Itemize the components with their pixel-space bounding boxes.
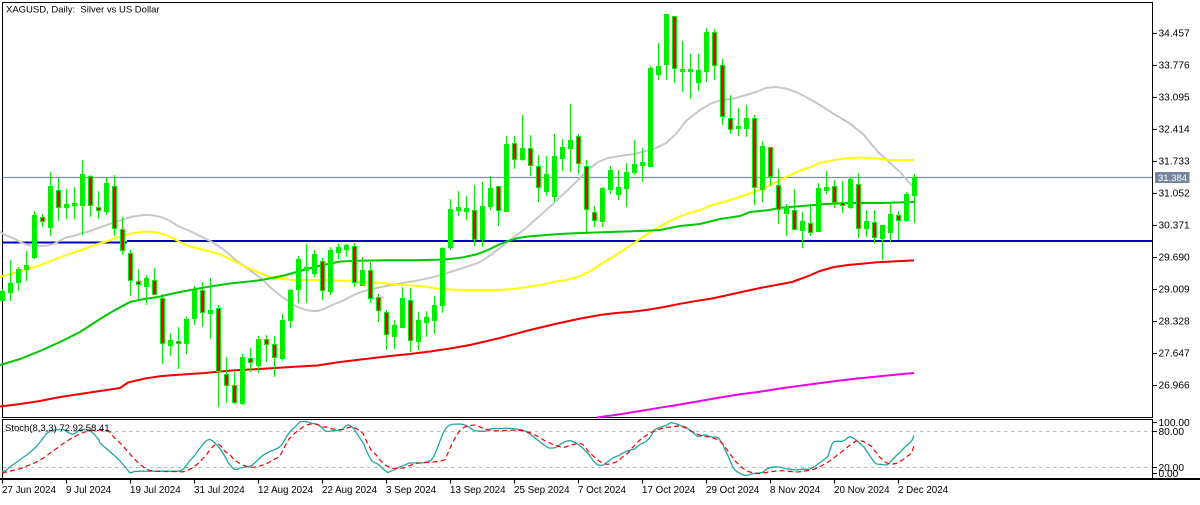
svg-text:7 Oct 2024: 7 Oct 2024: [578, 485, 626, 496]
svg-text:29 Oct 2024: 29 Oct 2024: [706, 485, 760, 496]
svg-text:31 Jul 2024: 31 Jul 2024: [194, 485, 245, 496]
svg-text:2 Dec 2024: 2 Dec 2024: [898, 485, 949, 496]
svg-text:31.384: 31.384: [1158, 173, 1187, 184]
svg-text:Stoch(8,3,3) 72.92 58.41: Stoch(8,3,3) 72.92 58.41: [5, 423, 110, 434]
svg-text:28.328: 28.328: [1159, 317, 1190, 328]
svg-text:26.966: 26.966: [1159, 381, 1190, 392]
svg-text:80.00: 80.00: [1159, 427, 1185, 438]
svg-text:27.647: 27.647: [1159, 349, 1190, 360]
svg-text:33.095: 33.095: [1159, 93, 1190, 104]
svg-text:17 Oct 2024: 17 Oct 2024: [642, 485, 696, 496]
svg-text:29.690: 29.690: [1159, 253, 1190, 264]
svg-text:31.052: 31.052: [1159, 189, 1190, 200]
svg-text:100.00: 100.00: [1159, 418, 1190, 429]
svg-text:30.371: 30.371: [1159, 221, 1190, 232]
svg-text:XAGUSD, Daily: Silver vs US D: XAGUSD, Daily: Silver vs US Dollar: [6, 5, 160, 16]
svg-text:32.414: 32.414: [1159, 125, 1190, 136]
svg-text:31.733: 31.733: [1159, 157, 1190, 168]
svg-text:19 Jul 2024: 19 Jul 2024: [130, 485, 181, 496]
svg-text:13 Sep 2024: 13 Sep 2024: [450, 485, 506, 496]
svg-text:9 Jul 2024: 9 Jul 2024: [66, 485, 112, 496]
svg-text:12 Aug 2024: 12 Aug 2024: [258, 485, 314, 496]
svg-text:0.00: 0.00: [1159, 469, 1179, 480]
svg-text:29.009: 29.009: [1159, 285, 1190, 296]
svg-text:25 Sep 2024: 25 Sep 2024: [514, 485, 570, 496]
svg-text:20 Nov 2024: 20 Nov 2024: [834, 485, 890, 496]
svg-text:22 Aug 2024: 22 Aug 2024: [322, 485, 378, 496]
svg-text:27 Jun 2024: 27 Jun 2024: [2, 485, 56, 496]
svg-text:3 Sep 2024: 3 Sep 2024: [386, 485, 437, 496]
svg-text:34.457: 34.457: [1159, 29, 1190, 40]
svg-text:20.00: 20.00: [1159, 463, 1185, 474]
svg-text:33.776: 33.776: [1159, 61, 1190, 72]
svg-text:8 Nov 2024: 8 Nov 2024: [770, 485, 821, 496]
